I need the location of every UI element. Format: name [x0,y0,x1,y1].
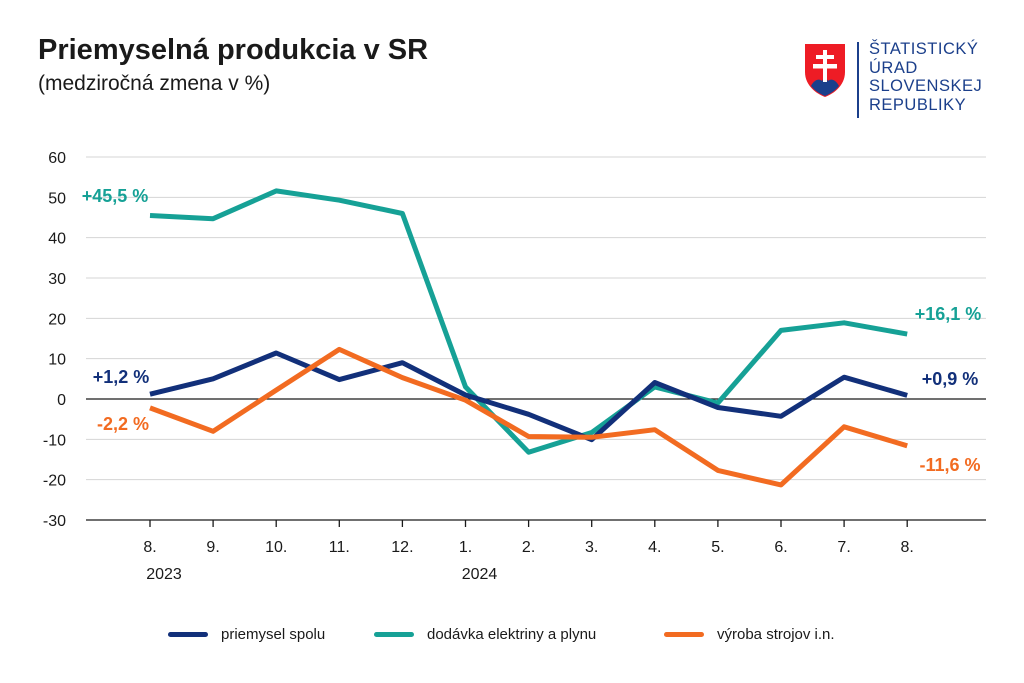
y-tick-label: 40 [48,231,66,248]
slovak-coat-of-arms-icon [805,44,845,97]
x-year-label: 2024 [462,566,498,583]
logo-line: SLOVENSKEJ [869,77,983,95]
series-line [149,346,908,488]
y-tick-label: 30 [48,271,66,288]
legend-swatch-priemysel-spolu [168,631,208,637]
x-tick-label: 8. [901,539,914,556]
x-tick-label: 12. [391,539,413,556]
x-tick-label: 7. [837,539,850,556]
y-tick-label: -10 [43,432,66,449]
x-tick-label: 9. [206,539,219,556]
logo-text: ŠTATISTICKÝ ÚRAD SLOVENSKEJ REPUBLIKY [869,40,982,114]
y-tick-label: 60 [48,150,66,167]
series-end-label: -11,6 % [919,455,980,475]
statistical-office-logo: ŠTATISTICKÝ ÚRAD SLOVENSKEJ REPUBLIKY [803,40,1003,120]
legend-label: priemysel spolu [221,625,326,643]
logo-divider [857,42,859,118]
y-tick-label: -20 [43,473,66,490]
x-year-label: 2023 [146,566,182,583]
y-tick-label: 0 [57,392,66,409]
y-tick-label: -30 [43,513,66,530]
legend-item: priemysel spolu [168,622,325,646]
x-tick-label: 6. [774,539,787,556]
chart-legend: priemysel spolu dodávka elektriny a plyn… [0,622,1024,646]
x-tick-label: 5. [711,539,724,556]
legend-item: dodávka elektriny a plynu [374,622,596,646]
x-tick-label: 10. [265,539,287,556]
series-line [149,188,908,455]
x-tick-label: 2. [522,539,535,556]
series-end-label: +0,9 % [922,369,979,389]
chart-title: Priemyselná produkcia v SR [38,34,429,66]
legend-swatch-vyroba-strojov [664,631,704,637]
series-start-label: -2,2 % [97,414,149,434]
x-tick-label: 8. [143,539,156,556]
series-start-label: +45,5 % [82,186,149,206]
series-start-label: +1,2 % [93,367,150,387]
x-tick-label: 11. [329,539,350,556]
logo-line: REPUBLIKY [869,95,967,114]
chart-subtitle: (medziročná zmena v %) [38,72,271,95]
y-tick-label: 10 [48,352,66,369]
legend-swatch-dodavka [374,631,414,637]
legend-label: dodávka elektriny a plynu [427,625,597,643]
series-line [149,350,908,443]
series-end-label: +16,1 % [915,304,982,324]
x-tick-label: 1. [459,539,472,556]
legend-label: výroba strojov i.n. [717,625,835,643]
logo-line: ŠTATISTICKÝ [869,40,979,58]
x-tick-label: 3. [585,539,598,556]
x-tick-label: 4. [648,539,661,556]
y-tick-label: 20 [48,311,66,328]
y-tick-label: 50 [48,190,66,207]
logo-line: ÚRAD [869,58,918,77]
legend-item: výroba strojov i.n. [664,622,835,646]
